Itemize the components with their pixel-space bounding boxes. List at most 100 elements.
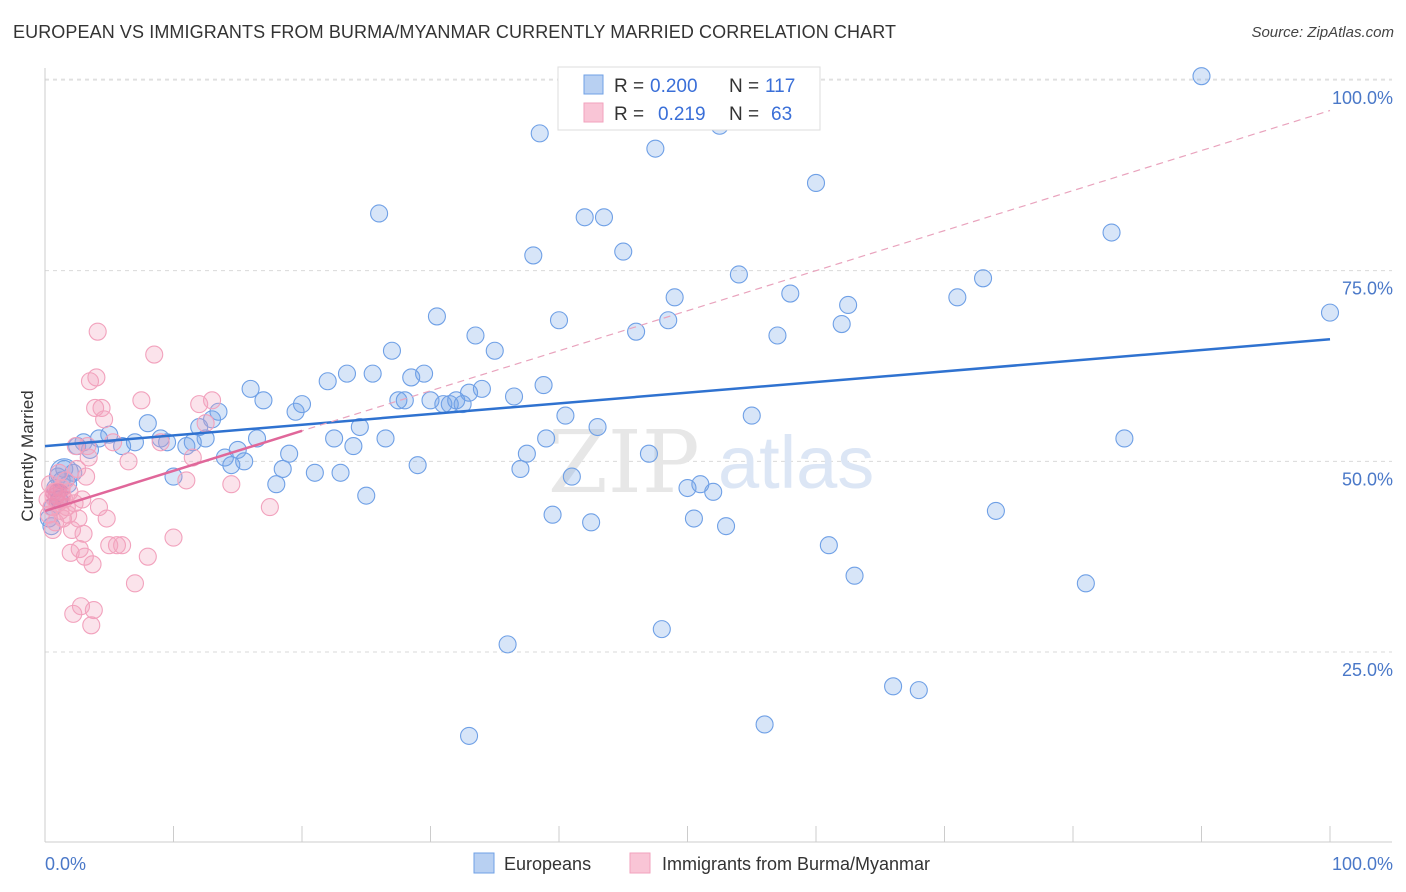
europeans-point: [370, 204, 389, 223]
europeans-point: [511, 459, 530, 479]
europeans-points: [39, 67, 1340, 745]
europeans-point: [524, 246, 543, 265]
europeans-point: [652, 620, 671, 639]
burma-point: [104, 433, 123, 452]
europeans-point: [768, 326, 787, 345]
watermark: ZIP atlas: [548, 413, 874, 513]
europeans-point: [1102, 223, 1121, 242]
burma-point: [64, 604, 83, 623]
legend-r-label-1: R =: [614, 76, 644, 97]
europeans-point: [704, 482, 723, 501]
trend-lines: [44, 109, 1331, 513]
europeans-point: [582, 513, 601, 532]
europeans-point: [504, 387, 524, 406]
europeans-point: [1320, 303, 1340, 322]
burma-point: [95, 410, 114, 429]
europeans-point: [158, 433, 177, 452]
burma-point: [48, 482, 67, 501]
europeans-point: [884, 677, 903, 696]
legend-swatch-europeans: [583, 74, 604, 95]
europeans-point: [241, 379, 260, 398]
europeans-point: [382, 341, 402, 360]
correlation-legend: R = 0.200 N = 117 R = 0.219 N = 63: [557, 66, 821, 131]
burma-trend-extension: [44, 109, 1331, 512]
burma-point: [83, 555, 102, 574]
legend-r-value-2: 0.219: [658, 104, 706, 125]
grid-lines: [45, 78, 1392, 653]
legend-n-label-1: N =: [729, 76, 759, 97]
europeans-point: [845, 566, 864, 585]
europeans-point: [292, 395, 312, 414]
legend-n-label-2: N =: [729, 104, 759, 125]
europeans-point: [556, 406, 575, 425]
burma-point: [75, 547, 94, 566]
burma-point: [77, 467, 96, 486]
europeans-point: [363, 364, 382, 383]
europeans-point: [408, 456, 427, 475]
x-tick-label: 100.0%: [1332, 854, 1393, 874]
y-axis-label: Currently Married: [18, 390, 37, 521]
europeans-point: [839, 295, 858, 315]
chart-title: EUROPEAN VS IMMIGRANTS FROM BURMA/MYANMA…: [13, 22, 897, 42]
y-tick-label: 25.0%: [1342, 660, 1393, 680]
europeans-point: [267, 475, 286, 494]
source-label: Source: ZipAtlas.com: [1251, 24, 1394, 41]
y-tick-labels: 25.0% 50.0% 75.0% 100.0%: [1332, 88, 1393, 680]
legend-r-label-2: R =: [614, 104, 644, 125]
y-tick-label: 75.0%: [1342, 279, 1393, 299]
europeans-point: [254, 391, 273, 410]
burma-point: [164, 528, 183, 547]
burma-point: [44, 482, 72, 510]
burma-point: [92, 398, 111, 417]
europeans-point: [806, 173, 826, 193]
europeans-point: [716, 517, 736, 536]
europeans-point: [395, 391, 414, 410]
europeans-point: [459, 726, 479, 745]
europeans-point: [1076, 574, 1095, 593]
europeans-point: [549, 311, 569, 330]
burma-point: [82, 616, 101, 635]
europeans-point: [639, 444, 659, 463]
burma-point: [138, 547, 157, 566]
europeans-point: [755, 715, 774, 734]
burma-point: [107, 536, 127, 555]
europeans-point: [530, 124, 549, 143]
europeans-point: [1192, 67, 1211, 86]
europeans-point: [588, 417, 607, 437]
legend-n-value-1: 117: [765, 76, 795, 97]
europeans-point: [318, 372, 337, 391]
burma-point: [196, 414, 215, 433]
europeans-point: [627, 322, 646, 341]
europeans-point: [537, 429, 556, 448]
bottom-swatch-europeans: [473, 852, 495, 874]
burma-point: [79, 448, 98, 467]
europeans-point: [562, 467, 581, 486]
europeans-point: [138, 414, 157, 433]
europeans-point: [305, 463, 324, 482]
europeans-point: [594, 208, 614, 227]
europeans-point: [819, 536, 838, 555]
europeans-point: [543, 505, 562, 524]
bottom-legend-burma: Immigrants from Burma/Myanmar: [662, 854, 930, 874]
y-tick-label: 50.0%: [1342, 469, 1393, 489]
burma-point: [61, 543, 80, 562]
europeans-point: [646, 139, 665, 158]
europeans-point: [376, 429, 395, 448]
europeans-point: [222, 456, 241, 475]
burma-point: [145, 345, 164, 364]
watermark-zip: ZIP: [548, 413, 700, 513]
x-tick-labels: 0.0% 100.0%: [45, 854, 1393, 874]
watermark-atlas: atlas: [718, 421, 874, 504]
europeans-point: [684, 509, 703, 528]
europeans-point: [614, 242, 633, 261]
europeans-point: [742, 406, 761, 425]
burma-point: [87, 368, 106, 387]
y-tick-label: 100.0%: [1332, 88, 1393, 108]
europeans-point: [729, 265, 748, 284]
series-legend: Europeans Immigrants from Burma/Myanmar: [473, 852, 930, 874]
burma-point: [222, 475, 241, 494]
bottom-legend-europeans: Europeans: [504, 854, 591, 874]
europeans-point: [832, 315, 851, 334]
europeans-point: [909, 681, 928, 700]
